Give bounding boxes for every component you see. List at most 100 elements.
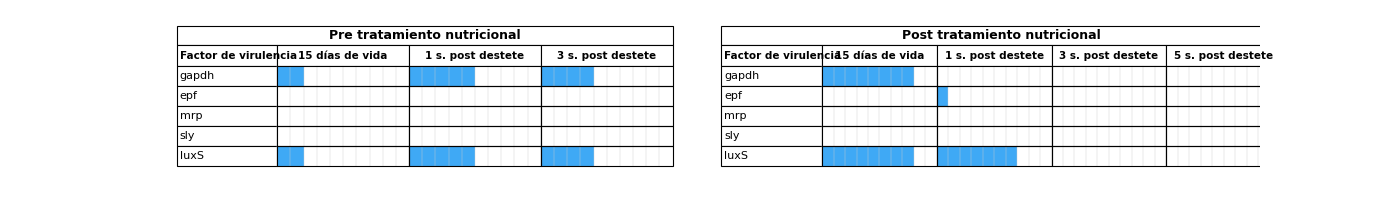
Bar xyxy=(316,106,330,126)
Bar xyxy=(1051,45,1166,66)
Bar xyxy=(330,86,343,106)
Bar xyxy=(620,126,633,146)
Bar xyxy=(937,86,948,106)
Bar xyxy=(833,86,846,106)
Bar xyxy=(1189,126,1201,146)
Bar xyxy=(1120,66,1131,86)
Bar xyxy=(822,66,937,86)
Bar xyxy=(475,66,489,86)
Bar xyxy=(721,146,822,166)
Bar xyxy=(1259,106,1270,126)
Text: Pre tratamiento nutricional: Pre tratamiento nutricional xyxy=(329,29,521,42)
Text: Post tratamiento nutricional: Post tratamiento nutricional xyxy=(902,29,1100,42)
Bar xyxy=(1098,146,1109,166)
Bar xyxy=(925,126,937,146)
Bar xyxy=(540,66,672,86)
Bar xyxy=(409,86,540,106)
Bar xyxy=(176,126,277,146)
Bar xyxy=(1189,146,1201,166)
Bar xyxy=(1235,66,1246,86)
Bar xyxy=(277,86,409,106)
Bar xyxy=(857,126,868,146)
Bar xyxy=(983,106,994,126)
Bar xyxy=(1177,146,1189,166)
Bar xyxy=(1029,86,1040,106)
Bar xyxy=(357,66,370,86)
Bar xyxy=(833,66,846,86)
Bar xyxy=(567,66,581,86)
Bar xyxy=(594,86,606,106)
Bar xyxy=(435,106,448,126)
Bar xyxy=(343,106,357,126)
Bar xyxy=(1235,106,1246,126)
Bar xyxy=(290,146,304,166)
Bar xyxy=(1120,146,1131,166)
Bar xyxy=(1224,86,1235,106)
Bar xyxy=(1063,66,1074,86)
Bar xyxy=(1086,146,1098,166)
Bar xyxy=(277,106,409,126)
Bar xyxy=(633,146,647,166)
Bar xyxy=(960,106,972,126)
Text: 5 s. post destete: 5 s. post destete xyxy=(1175,51,1273,61)
Bar xyxy=(409,146,423,166)
Bar xyxy=(1005,86,1018,106)
Bar xyxy=(1166,106,1281,126)
Text: sly: sly xyxy=(724,131,741,141)
Bar xyxy=(528,106,540,126)
Bar xyxy=(606,86,620,106)
Bar xyxy=(581,106,594,126)
Bar xyxy=(659,126,672,146)
Bar xyxy=(1144,66,1155,86)
Bar xyxy=(1018,126,1029,146)
Bar xyxy=(1246,126,1259,146)
Bar xyxy=(1235,126,1246,146)
Bar xyxy=(960,66,972,86)
Bar xyxy=(343,66,357,86)
Text: Factor de virulencia: Factor de virulencia xyxy=(179,51,297,61)
Bar xyxy=(822,146,937,166)
Bar xyxy=(868,146,879,166)
Bar xyxy=(1074,66,1086,86)
Bar xyxy=(937,66,1051,86)
Bar xyxy=(1109,86,1120,106)
Bar xyxy=(925,66,937,86)
Bar xyxy=(1005,106,1018,126)
Bar xyxy=(448,86,462,106)
Bar xyxy=(983,66,994,86)
Bar xyxy=(972,146,983,166)
Bar xyxy=(1074,126,1086,146)
Bar xyxy=(1246,86,1259,106)
Bar xyxy=(890,126,903,146)
Bar xyxy=(594,106,606,126)
Bar xyxy=(489,106,501,126)
Bar xyxy=(382,146,396,166)
Bar xyxy=(822,66,833,86)
Bar xyxy=(1259,126,1270,146)
Bar xyxy=(925,106,937,126)
Bar xyxy=(1051,86,1166,106)
Text: mrp: mrp xyxy=(724,111,748,121)
Bar xyxy=(514,86,528,106)
Bar xyxy=(647,126,659,146)
Bar xyxy=(972,126,983,146)
Bar xyxy=(659,146,672,166)
Bar xyxy=(1040,106,1051,126)
Bar xyxy=(1005,66,1018,86)
Bar xyxy=(914,126,925,146)
Bar xyxy=(567,126,581,146)
Bar xyxy=(948,106,960,126)
Bar xyxy=(606,66,620,86)
Bar xyxy=(620,86,633,106)
Bar xyxy=(1144,86,1155,106)
Bar xyxy=(868,126,879,146)
Bar xyxy=(633,106,647,126)
Bar xyxy=(1086,126,1098,146)
Bar xyxy=(489,146,501,166)
Bar xyxy=(1270,126,1281,146)
Bar xyxy=(822,86,833,106)
Bar xyxy=(1212,146,1224,166)
Bar xyxy=(822,45,937,66)
Bar xyxy=(540,66,554,86)
Bar xyxy=(489,66,501,86)
